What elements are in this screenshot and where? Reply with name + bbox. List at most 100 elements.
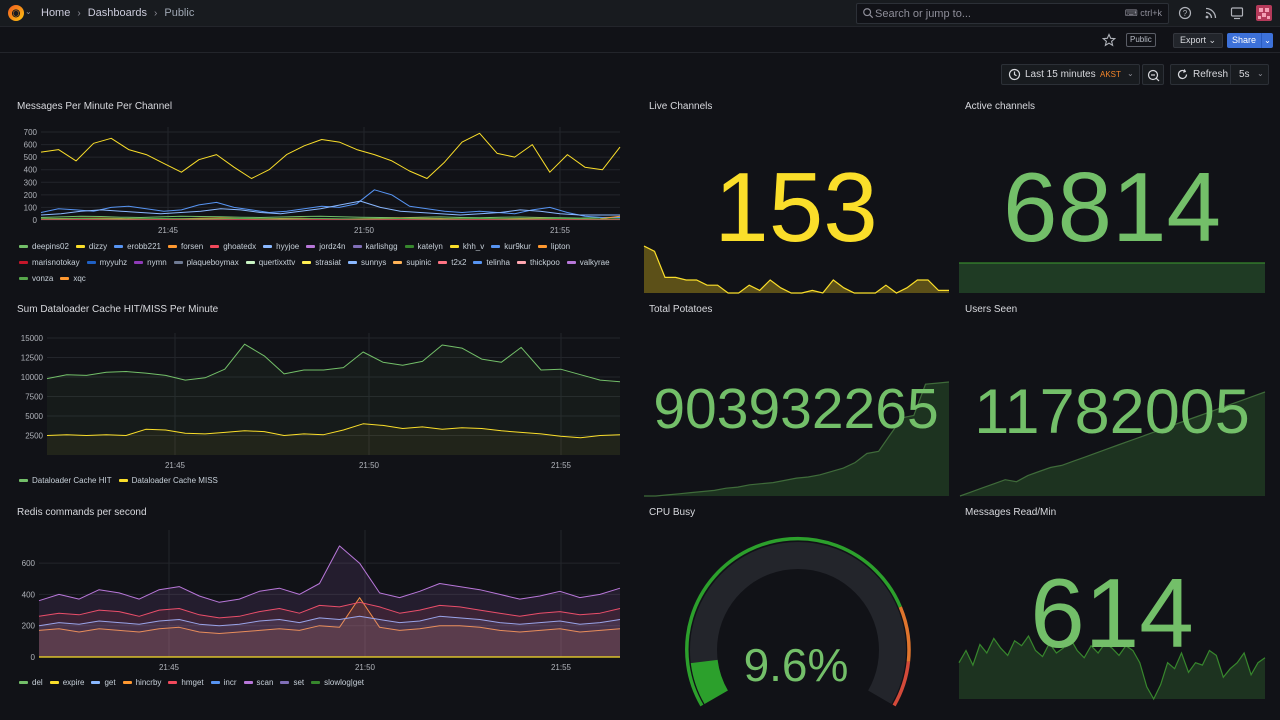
legend-item[interactable]: strasiat — [302, 257, 341, 268]
avatar[interactable] — [1256, 5, 1272, 21]
legend-item[interactable]: hyyjoe — [263, 241, 299, 252]
share-menu-chevron-icon[interactable]: ⌄ — [1261, 33, 1273, 48]
export-button[interactable]: Export ⌄ — [1173, 33, 1224, 48]
legend-swatch — [49, 681, 59, 684]
legend-item[interactable]: marisnotokay — [19, 257, 80, 268]
series-area — [47, 344, 620, 455]
y-tick-label: 5000 — [25, 412, 43, 421]
legend-item[interactable]: ghoatedx — [210, 241, 256, 252]
monitor-icon[interactable] — [1230, 6, 1244, 20]
refresh-interval-picker[interactable]: 5s ⌄ — [1231, 64, 1269, 85]
legend-item[interactable]: supinic — [393, 257, 431, 268]
share-button[interactable]: Share — [1227, 33, 1262, 48]
panel-users-seen[interactable]: Users Seen 11782005 — [959, 298, 1266, 497]
panel-messages-per-minute[interactable]: Messages Per Minute Per Channel 700 600 50… — [16, 95, 630, 290]
y-tick-label: 400 — [22, 590, 36, 599]
help-icon[interactable]: ? — [1178, 6, 1192, 20]
legend-item[interactable]: Dataloader Cache HIT — [19, 475, 112, 486]
series-line — [38, 597, 621, 634]
legend-item[interactable]: plaqueboymax — [173, 257, 239, 268]
legend-item[interactable]: myyuhz — [86, 257, 127, 268]
legend-item[interactable]: dizzy — [75, 241, 107, 252]
legend-item[interactable]: vonza — [19, 273, 53, 284]
panel-title: Active channels — [965, 101, 1036, 112]
legend-item[interactable]: karlishgg — [352, 241, 398, 252]
x-tick-label: 21:50 — [359, 461, 380, 470]
grafana-logo-icon[interactable]: ◉ — [8, 5, 24, 21]
y-tick-label: 7500 — [25, 393, 43, 402]
panel-live-channels[interactable]: Live Channels 153 — [643, 95, 949, 294]
legend-item[interactable]: telinha — [473, 257, 510, 268]
breadcrumb-dashboards[interactable]: Dashboards — [87, 7, 148, 19]
legend-item[interactable]: sunnys — [348, 257, 386, 268]
threshold-orange — [898, 606, 911, 662]
legend-item[interactable]: hincrby — [122, 677, 161, 688]
legend-item[interactable]: get — [91, 677, 116, 688]
chevron-down-icon[interactable]: ⌄ — [25, 7, 32, 16]
legend-item[interactable]: katelyn — [404, 241, 443, 252]
sparkline — [959, 262, 1265, 293]
panel-active-channels[interactable]: Active channels 6814 — [959, 95, 1265, 293]
legend-label: vonza — [32, 274, 54, 283]
legend-item[interactable]: valkyrae — [566, 257, 610, 268]
legend-item[interactable]: hmget — [168, 677, 204, 688]
legend-item[interactable]: expire — [49, 677, 85, 688]
panel-redis-commands[interactable]: Redis commands per second 600 400 200 0 21:4… — [16, 501, 630, 696]
legend-item[interactable]: del — [19, 677, 43, 688]
legend-label: deepins02 — [32, 242, 69, 251]
legend-item[interactable]: thickpoo — [516, 257, 560, 268]
legend-item[interactable]: forsen — [167, 241, 203, 252]
y-tick-label: 15000 — [21, 334, 44, 343]
chevron-down-icon: ⌄ — [1257, 69, 1264, 78]
legend-item[interactable]: xqc — [60, 273, 86, 284]
panel-messages-read[interactable]: Messages Read/Min 614 — [958, 501, 1266, 701]
legend-item[interactable]: Dataloader Cache MISS — [118, 475, 218, 486]
breadcrumb: Home › Dashboards › Public — [41, 7, 194, 19]
legend-item[interactable]: kur9kur — [491, 241, 531, 252]
legend-item[interactable]: nymn — [134, 257, 167, 268]
legend-item[interactable]: jordz4n — [306, 241, 346, 252]
legend-item[interactable]: quertixxttv — [245, 257, 295, 268]
legend-swatch — [348, 261, 358, 264]
legend-label: nymn — [147, 258, 167, 267]
legend-item[interactable]: incr — [210, 677, 237, 688]
rss-icon[interactable] — [1204, 6, 1218, 20]
series-line — [40, 189, 620, 218]
legend-swatch — [566, 261, 576, 264]
legend-item[interactable]: slowlog|get — [311, 677, 364, 688]
chart-legend: del expire get hincrby hmget incr scan set slowl… — [19, 677, 627, 688]
refresh-button[interactable]: Refresh — [1170, 64, 1231, 85]
series-line — [38, 601, 621, 619]
time-range-picker[interactable]: Last 15 minutes AKST ⌄ — [1001, 64, 1140, 85]
legend-item[interactable]: set — [280, 677, 304, 688]
legend-label: get — [104, 678, 116, 687]
panel-dataloader-cache[interactable]: Sum Dataloader Cache HIT/MISS Per Minute… — [16, 298, 630, 493]
breadcrumb-home[interactable]: Home — [41, 7, 71, 19]
legend-item[interactable]: scan — [243, 677, 273, 688]
legend-label: katelyn — [417, 242, 443, 251]
panel-title: Live Channels — [649, 101, 713, 112]
top-navbar: ◉ ⌄ Home › Dashboards › Public Search or… — [0, 0, 1280, 27]
legend-swatch — [19, 479, 28, 482]
legend-item[interactable]: erobb221 — [114, 241, 161, 252]
panel-cpu-busy[interactable]: CPU Busy 9.6% — [643, 501, 949, 707]
legend-label: ghoatedx — [223, 242, 257, 251]
zoom-out-button[interactable] — [1142, 64, 1164, 85]
legend-swatch — [352, 245, 362, 248]
search-shortcut-text: ctrl+k — [1140, 8, 1162, 18]
legend-item[interactable]: lipton — [537, 241, 570, 252]
legend-swatch — [173, 261, 183, 264]
legend-label: expire — [62, 678, 85, 687]
chevron-down-icon: ⌄ — [1208, 35, 1217, 45]
y-tick-label: 200 — [24, 191, 38, 200]
search-input[interactable]: Search or jump to... ⌨ ctrl+k — [856, 3, 1169, 24]
legend-swatch — [280, 681, 290, 684]
panel-title: Sum Dataloader Cache HIT/MISS Per Minute — [17, 304, 219, 315]
legend-item[interactable]: deepins02 — [19, 241, 69, 252]
threshold-red — [892, 661, 911, 707]
star-icon[interactable] — [1102, 33, 1116, 47]
panel-title: CPU Busy — [649, 507, 696, 518]
panel-total-potatoes[interactable]: Total Potatoes 903932265 — [643, 298, 950, 497]
legend-item[interactable]: khh_v — [449, 241, 484, 252]
legend-item[interactable]: t2x2 — [438, 257, 466, 268]
